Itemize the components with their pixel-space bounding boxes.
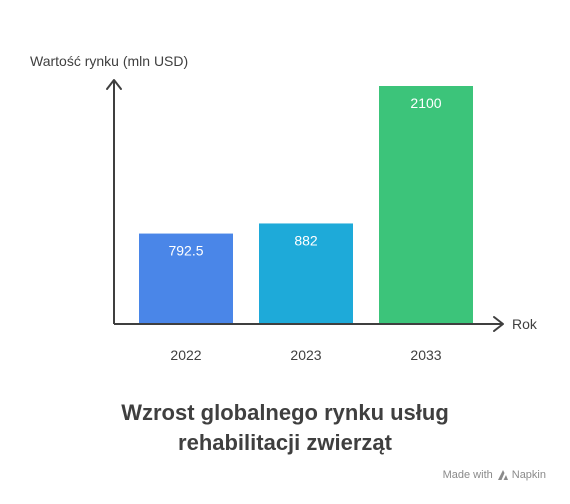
y-axis-label: Wartość rynku (mln USD) (30, 53, 188, 69)
y-axis-arrow (106, 79, 122, 90)
bar-value-label-2033: 2100 (410, 95, 441, 111)
chart-title: Wzrost globalnego rynku usług rehabilita… (0, 398, 570, 458)
bar-2023 (259, 223, 353, 323)
bar-chart: Wartość rynku (mln USD) Rok 792.5 2022 882… (30, 53, 538, 363)
bar-value-label-2022: 792.5 (168, 243, 203, 259)
x-axis-label: Rok (512, 316, 538, 332)
made-with-napkin[interactable]: Made with Napkin (443, 469, 546, 481)
napkin-brand: Napkin (497, 469, 546, 481)
made-with-label: Made with (442, 469, 493, 481)
bar-2022 (139, 233, 233, 323)
bar-value-label-2023: 882 (294, 232, 318, 248)
napkin-brand-label: Napkin (511, 469, 546, 481)
chart-axes: Wartość rynku (mln USD) Rok (30, 53, 538, 332)
chart-title-line-2: rehabilitacji zwierząt (178, 430, 392, 455)
x-tick-label-2023: 2023 (290, 347, 321, 363)
napkin-logo-icon (497, 470, 508, 480)
x-tick-label-2033: 2033 (410, 347, 441, 363)
chart-title-line-1: Wzrost globalnego rynku usług (121, 400, 449, 425)
bar-2033 (379, 86, 473, 323)
bars-group: 792.5 2022 882 2023 2100 2033 (139, 86, 473, 363)
x-axis-arrow (493, 316, 504, 332)
x-tick-label-2022: 2022 (170, 347, 201, 363)
